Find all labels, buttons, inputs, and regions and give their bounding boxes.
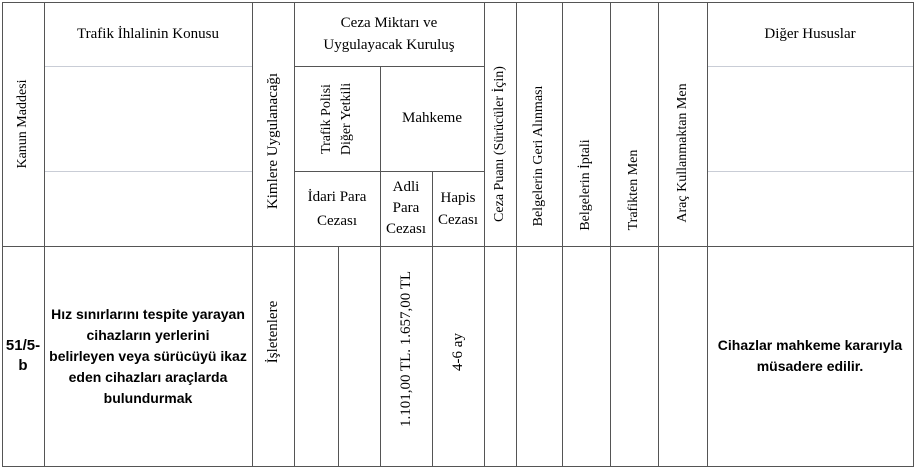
border-left	[2, 2, 3, 467]
border-line	[484, 2, 485, 467]
header-kanun-maddesi: Kanun Maddesi	[15, 79, 30, 169]
cell-adli-para-cezasi: 1.101,00 TL. 1.657,00 TL	[398, 271, 414, 428]
faint-line	[44, 171, 252, 172]
cell-ihlal-konusu: Hız sınırlarını tespite yarayan cihazlar…	[49, 305, 247, 406]
header-mahkeme: Mahkeme	[402, 110, 462, 126]
header-diger-hususlar: Diğer Hususlar	[764, 25, 856, 42]
border-line	[658, 2, 659, 467]
border-line	[610, 2, 611, 467]
header-ihlal-konusu: Trafik İhlalinin Konusu	[77, 25, 219, 42]
header-kimlere: Kimlere Uygulanacağı	[265, 72, 281, 210]
faint-line	[44, 66, 252, 67]
header-belge-iptali: Belgelerin İptali	[578, 139, 593, 231]
border-line	[294, 66, 484, 67]
cell-hapis-cezasi: 4-6 ay	[450, 332, 466, 371]
header-belge-geri-alinmasi: Belgelerin Geri Alınması	[531, 85, 546, 227]
border-line	[562, 2, 563, 467]
border-line	[44, 2, 45, 467]
border-top	[2, 2, 914, 3]
header-ceza-miktari: Ceza Miktarı ve Uygulayacak Kuruluş	[323, 15, 455, 53]
border-line	[294, 171, 484, 172]
border-line	[380, 66, 381, 467]
cell-kanun-maddesi: 51/5- b	[5, 337, 41, 374]
header-trafik-polisi: Trafik Polisi Diğer Yetkili	[319, 82, 354, 155]
header-ceza-puani: Ceza Puanı (Sürücüler İçin)	[492, 65, 507, 222]
border-line	[707, 2, 708, 467]
faint-line	[707, 66, 913, 67]
border-line	[516, 2, 517, 467]
border-line	[294, 2, 295, 467]
header-idari-para-cezasi: İdari Para Cezası	[307, 188, 367, 229]
faint-line	[707, 171, 913, 172]
border-line	[338, 246, 339, 467]
header-arac-kullanmaktan-men: Araç Kullanmaktan Men	[674, 83, 690, 223]
header-hapis-cezasi: Hapis Cezası	[438, 189, 478, 228]
border-line	[252, 2, 253, 467]
cell-diger-hususlar: Cihazlar mahkeme kararıyla müsadere edil…	[717, 337, 903, 374]
header-trafikten-men: Trafikten Men	[626, 149, 641, 231]
cell-kimlere: İşletenlere	[265, 300, 281, 364]
border-line	[432, 171, 433, 467]
header-adli-para-cezasi: Adli Para Cezası	[386, 179, 426, 237]
border-header-bottom	[2, 246, 914, 247]
